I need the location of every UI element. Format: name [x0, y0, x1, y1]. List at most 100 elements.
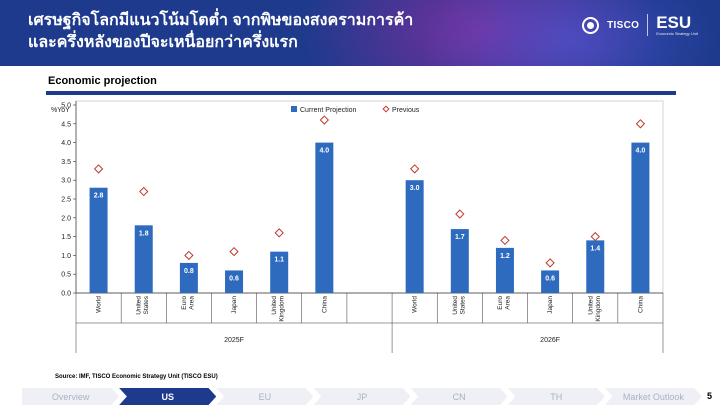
bar-current: [89, 187, 108, 293]
nav-tab-overview[interactable]: Overview: [22, 388, 120, 405]
section-title: Economic projection: [48, 75, 157, 87]
category-label-line: United: [136, 296, 143, 315]
category-label: World: [96, 296, 103, 313]
page-title-line2: และครึ่งหลังของปีจะเหนื่อยกว่าครึ่งแรก: [28, 34, 298, 51]
header-banner: เศรษฐกิจโลกมีแนวโน้มโตต่ำ จากพิษของสงครา…: [0, 0, 720, 66]
tisco-logo-icon: [582, 16, 600, 34]
bar-value-label: 3.0: [410, 185, 420, 192]
bar-value-label: 1.1: [274, 257, 284, 264]
plot-frame: [75, 100, 664, 294]
category-label-line: United: [271, 296, 278, 315]
previous-marker: [184, 250, 194, 261]
category-label-line: World: [96, 296, 103, 313]
y-tick-label: 4.5: [61, 121, 71, 128]
tisco-esu-logo: TISCO ESU Economic Strategy Unit: [582, 14, 698, 36]
logo-brand: TISCO: [607, 19, 640, 31]
y-tick-label: 0.0: [61, 291, 71, 298]
bar-current: [405, 180, 424, 293]
category-label: Japan: [231, 296, 238, 314]
category-label-line: Area: [504, 296, 511, 310]
bar-current: [586, 240, 605, 293]
nav-tab-market-outlook[interactable]: Market Outlook: [604, 388, 702, 405]
y-tick-label: 3.5: [61, 159, 71, 166]
y-tick-label: 5.0: [61, 103, 71, 110]
previous-marker: [139, 186, 149, 197]
bar-current: [541, 270, 560, 293]
category-label-line: Kingdom: [595, 296, 602, 322]
group-label: 2026F: [540, 337, 560, 344]
esu-logo: ESU Economic Strategy Unit: [656, 14, 698, 36]
category-label-line: States: [143, 295, 150, 314]
logo-divider: [647, 14, 649, 36]
category-label-line: United: [587, 296, 594, 315]
bar-current: [495, 247, 514, 293]
bar-value-label: 2.8: [94, 193, 104, 200]
footer-navigation: Overview US EU JP CN TH Market Outlook 5: [0, 388, 720, 405]
legend-bar-swatch: [291, 106, 297, 112]
category-label: UnitedKingdom: [587, 296, 602, 322]
category-label: World: [412, 296, 419, 313]
logo-tagline: Economic Strategy Unit: [656, 31, 698, 36]
group-label: 2025F: [224, 337, 244, 344]
bar-current: [631, 142, 650, 293]
category-label: UnitedStates: [452, 295, 467, 315]
category-label-line: United: [452, 296, 459, 315]
y-tick-label: 3.0: [61, 178, 71, 185]
chart-panel: 0.0 0.5 1.0 1.5 2.0 2.5 3.0 3.5 4.0 4.5 5.0 %YoY Cur…: [46, 95, 676, 357]
previous-marker: [93, 164, 104, 174]
y-tick-label: 1.0: [61, 253, 71, 260]
category-label-line: Kingdom: [279, 296, 286, 322]
page-title-line1: เศรษฐกิจโลกมีแนวโน้มโตต่ำ จากพิษของสงครา…: [28, 12, 414, 29]
category-label-line: Area: [188, 296, 195, 310]
category-label: UnitedKingdom: [271, 296, 286, 322]
bar-value-label: 0.8: [184, 268, 194, 275]
y-tick-label: 2.0: [61, 215, 71, 222]
page-number: 5: [706, 391, 712, 401]
section-divider: [46, 91, 676, 95]
previous-marker: [409, 164, 420, 174]
bar-value-label: 0.6: [229, 275, 239, 282]
category-label-line: World: [412, 296, 419, 313]
category-label-line: China: [321, 296, 328, 313]
section-nav: Overview US EU JP CN TH Market Outlook: [22, 388, 702, 405]
bar-value-label: 4.0: [636, 148, 646, 155]
previous-marker: [455, 209, 465, 219]
previous-marker: [635, 119, 646, 129]
bar-value-label: 4.0: [319, 148, 329, 155]
legend-previous-label: Previous: [392, 107, 420, 114]
bar-value-label: 1.7: [455, 234, 465, 241]
nav-tab-us[interactable]: US: [119, 388, 217, 405]
nav-tab-eu[interactable]: EU: [216, 388, 314, 405]
category-label-line: Euro: [497, 296, 504, 310]
nav-tab-cn[interactable]: CN: [410, 388, 508, 405]
logo-unit: ESU: [656, 13, 692, 32]
bar-current: [450, 229, 469, 293]
previous-marker: [500, 235, 510, 246]
category-label: China: [321, 296, 328, 313]
source-note: Source: IMF, TISCO Economic Strategy Uni…: [55, 374, 218, 380]
category-label: EuroArea: [497, 296, 512, 310]
category-label-line: States: [459, 295, 466, 314]
legend-current-label: Current Projection: [300, 107, 357, 114]
y-tick-label: 4.0: [61, 140, 71, 147]
category-label: Japan: [547, 296, 554, 314]
nav-tab-jp[interactable]: JP: [313, 388, 411, 405]
previous-marker: [229, 246, 239, 257]
header-glow: [420, 0, 720, 66]
category-label: UnitedStates: [136, 295, 151, 315]
bar-current: [134, 225, 153, 293]
y-tick-label: 2.5: [61, 197, 71, 204]
bar-current: [315, 142, 334, 293]
bar-value-label: 1.8: [139, 230, 149, 237]
category-label-line: China: [637, 296, 644, 313]
category-label: EuroArea: [181, 296, 196, 310]
previous-marker: [545, 258, 555, 268]
nav-tab-th[interactable]: TH: [507, 388, 605, 405]
category-label-line: Japan: [547, 296, 554, 314]
previous-marker: [319, 115, 330, 125]
legend-marker-swatch: [382, 105, 390, 113]
category-label-line: Euro: [181, 296, 188, 310]
y-unit-label: %YoY: [51, 107, 70, 114]
y-tick-label: 0.5: [61, 272, 71, 279]
growth-projection-chart: 0.0 0.5 1.0 1.5 2.0 2.5 3.0 3.5 4.0 4.5 5.0%YoY Cur…: [51, 100, 664, 353]
